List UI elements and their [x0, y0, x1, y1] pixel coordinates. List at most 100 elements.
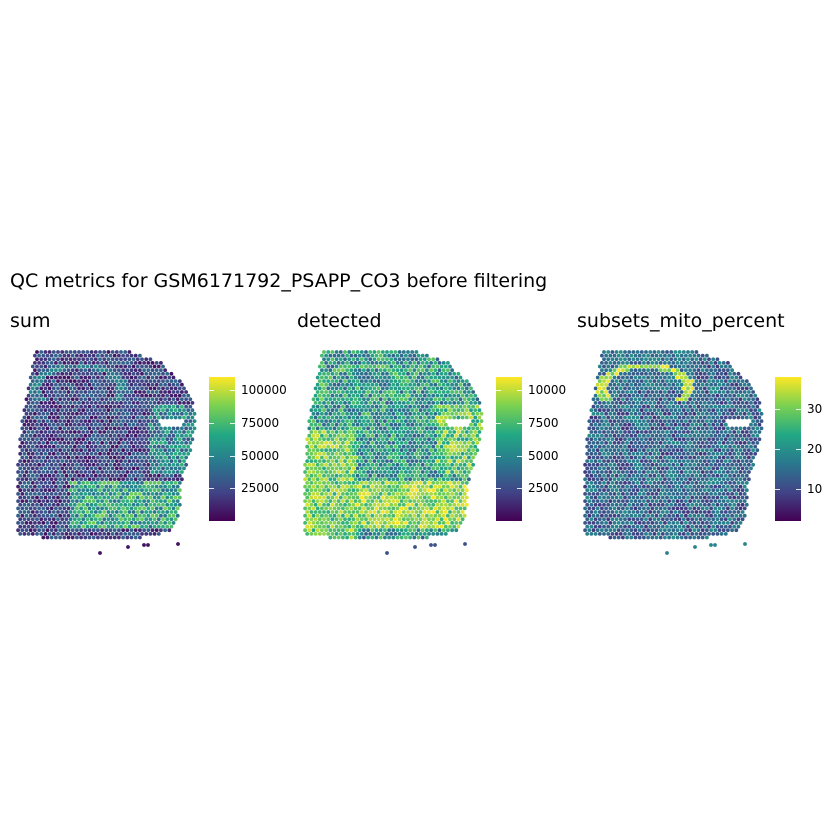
spot: [431, 510, 436, 514]
spot: [322, 495, 326, 500]
spot: [372, 364, 377, 369]
spot: [150, 433, 155, 438]
spot: [119, 430, 123, 434]
spot: [387, 397, 391, 402]
spot: [711, 444, 716, 449]
spot: [51, 422, 56, 427]
spot: [467, 433, 471, 438]
spot: [443, 422, 448, 427]
spot: [75, 521, 79, 525]
spot: [443, 444, 448, 449]
spot: [98, 502, 102, 507]
spot: [479, 426, 484, 431]
spot: [690, 422, 695, 427]
spot: [51, 408, 56, 413]
spot: [728, 371, 732, 376]
spot: [177, 451, 182, 456]
spot: [629, 353, 634, 358]
spot: [85, 524, 90, 529]
spot: [391, 455, 396, 460]
spot: [51, 510, 56, 514]
spot: [93, 444, 98, 449]
spot: [93, 371, 98, 376]
spot: [119, 488, 123, 493]
spot: [152, 437, 157, 442]
spot: [135, 502, 140, 507]
spot: [723, 430, 728, 434]
spot: [43, 517, 48, 522]
spot: [656, 401, 661, 405]
spot: [175, 470, 180, 474]
spot: [406, 466, 410, 471]
spot: [45, 535, 50, 540]
spot: [68, 357, 73, 362]
spot: [439, 517, 444, 522]
spot: [144, 379, 149, 383]
spot: [368, 524, 373, 529]
spot: [338, 364, 343, 369]
spot: [165, 510, 170, 514]
spot: [456, 517, 461, 522]
spot: [646, 353, 650, 358]
spot: [64, 444, 69, 449]
spot: [98, 364, 102, 369]
spot: [142, 477, 147, 482]
spot: [437, 521, 442, 525]
spot: [156, 422, 161, 427]
spot: [467, 477, 471, 482]
spot: [192, 419, 197, 423]
spot: [24, 441, 29, 445]
spot: [28, 521, 33, 525]
spot: [60, 517, 65, 522]
spot: [173, 386, 178, 391]
spot: [399, 433, 404, 438]
spot: [464, 488, 469, 493]
spot: [357, 499, 362, 503]
spot: [404, 390, 408, 394]
spot: [152, 415, 157, 420]
spot: [154, 441, 159, 445]
spot: [144, 386, 149, 391]
spot: [328, 404, 333, 409]
spot: [395, 397, 400, 402]
spot: [110, 481, 115, 485]
spot: [387, 513, 391, 518]
spot: [131, 524, 136, 529]
spot: [110, 393, 115, 398]
spot: [408, 390, 412, 394]
spot: [117, 535, 121, 540]
spot: [366, 492, 370, 496]
spot: [154, 513, 159, 518]
spot: [452, 379, 457, 383]
spot: [182, 422, 186, 427]
spot: [370, 441, 375, 445]
spot: [443, 459, 448, 463]
spot: [404, 492, 408, 496]
spot: [110, 350, 115, 354]
spot: [114, 401, 119, 405]
spot: [303, 470, 307, 474]
spot: [338, 517, 343, 522]
spot: [70, 397, 75, 402]
spot: [376, 510, 381, 514]
spot: [667, 361, 671, 365]
spot: [429, 543, 433, 547]
spot: [87, 484, 92, 489]
spot: [462, 390, 467, 394]
spot: [79, 433, 83, 438]
spot: [349, 462, 354, 467]
spot: [328, 411, 333, 416]
spot: [96, 455, 100, 460]
spot: [114, 350, 119, 354]
spot: [650, 441, 655, 445]
spot: [757, 415, 762, 420]
spot: [112, 419, 117, 423]
spot: [72, 364, 77, 369]
spot: [696, 375, 701, 380]
spot: [715, 430, 720, 434]
spot: [338, 437, 343, 442]
spot: [56, 350, 60, 354]
spot: [690, 350, 695, 354]
spot: [412, 470, 417, 474]
spot: [635, 437, 640, 442]
